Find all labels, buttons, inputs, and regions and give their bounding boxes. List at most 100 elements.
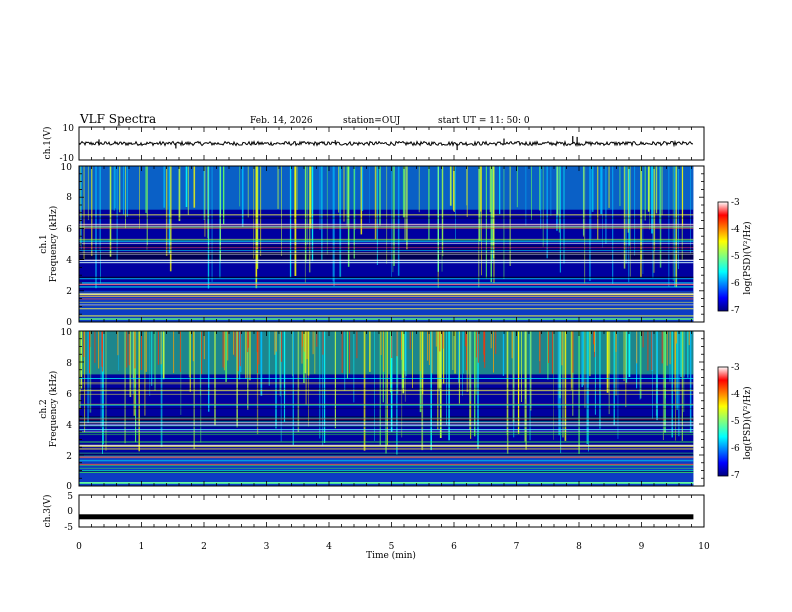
spec1-sferic-89 (489, 166, 492, 213)
spec2-sferic-85 (188, 331, 191, 378)
ch3-ytick-top: 5 (67, 492, 73, 502)
spec2-sferic-141 (162, 331, 165, 380)
date-label: Feb. 14, 2026 (250, 116, 313, 126)
spec2-hot-15 (117, 331, 119, 356)
spec1-sferic-36 (531, 166, 532, 220)
spec1-sferic-147 (332, 166, 334, 282)
x-axis-label: Time (min) (366, 550, 416, 561)
spec2-sferic-63 (588, 331, 589, 452)
spec2-sferic-29 (199, 331, 201, 396)
spec2-line-30 (79, 463, 694, 465)
spec2-sferic-40 (438, 331, 441, 390)
spec2-sferic-43 (89, 331, 92, 413)
spec2-sferic-117 (305, 331, 307, 405)
spec2-hot-88 (439, 331, 441, 352)
spec2-hot-41 (301, 331, 303, 364)
spec2-hot-27 (128, 331, 130, 366)
spec2-sferic-72 (151, 331, 153, 386)
spec1-line-14 (79, 247, 694, 248)
spec1-sferic-127 (168, 166, 170, 207)
spec2-sferic-45 (553, 331, 554, 440)
spec1-sferic-142 (281, 166, 282, 256)
spec1-sferic-107 (113, 166, 115, 211)
spec1-line-24 (79, 240, 694, 242)
spec2-sferic-167 (422, 331, 424, 395)
spec1-sferic-52 (187, 166, 189, 215)
spec2-line-6 (79, 389, 694, 392)
spec1-line-19 (79, 301, 694, 303)
spec1-sferic-123 (590, 166, 592, 239)
spec2-sferic-92 (689, 331, 692, 433)
spec2-sferic-155 (439, 331, 442, 438)
spec2-sferic-67 (586, 331, 588, 444)
spec2-sferic-46 (615, 331, 617, 396)
spec1-sferic-3 (539, 166, 541, 211)
spec1-sferic-30 (289, 166, 292, 278)
spec2-line-39 (79, 441, 694, 443)
spec2-hot-10 (306, 331, 308, 360)
spec2-line-8 (79, 448, 694, 450)
axis-tick-marks (78, 127, 705, 527)
spec1-sferic-136 (629, 166, 631, 277)
ch2-spectrogram-image (79, 331, 694, 486)
ch1-spec-ytick-6: 6 (66, 225, 72, 235)
ch1-spec-ytick-0: 0 (66, 318, 72, 328)
spec2-hot-86 (548, 331, 550, 363)
spec2-sferic-26 (292, 331, 293, 377)
spec1-sferic-13 (659, 166, 661, 224)
ch2-spec-ytick-6: 6 (66, 390, 72, 400)
spec2-line-31 (79, 470, 694, 471)
spec2-sferic-122 (102, 331, 103, 454)
spec1-sferic-125 (185, 166, 188, 207)
spec2-sferic-129 (617, 331, 619, 439)
spec2-sferic-21 (304, 331, 307, 374)
spec1-sferic-32 (98, 166, 100, 251)
spec2-sferic-84 (239, 331, 241, 380)
spec2-line-16 (79, 429, 694, 430)
spec2-line-1 (79, 425, 694, 427)
spec1-sferic-156 (360, 166, 363, 235)
spec2-sferic-71 (402, 331, 403, 390)
spec1-sferic-113 (499, 166, 501, 215)
spec2-sferic-136 (560, 331, 562, 454)
spec2-hot-82 (173, 331, 175, 374)
spec2-hot-74 (160, 331, 162, 365)
spec1-sferic-139 (678, 166, 679, 269)
spec1-sferic-26 (619, 166, 621, 207)
spec2-line-38 (79, 446, 694, 448)
spec1-sferic-83 (634, 166, 636, 256)
ch1-ytick-bottom: -10 (60, 154, 75, 164)
spec2-sferic-153 (640, 331, 642, 399)
spec2-hot-78 (401, 331, 402, 360)
spec1-line-8 (79, 254, 694, 255)
spec2-sferic-118 (397, 331, 399, 394)
spec1-sferic-143 (326, 166, 328, 255)
spec2-sferic-42 (606, 331, 609, 393)
spec1-sferic-45 (653, 166, 655, 273)
spec1-sferic-20 (516, 166, 518, 208)
spec1-sferic-72 (449, 166, 452, 206)
spec2-line-10 (79, 403, 694, 405)
spec1-sferic-12 (304, 166, 307, 262)
spec2-hot-3 (465, 331, 467, 347)
spec1-sferic-43 (311, 166, 314, 262)
spec2-line-29 (79, 418, 694, 420)
spec2-line-13 (79, 424, 694, 426)
spec2-hot-50 (258, 331, 260, 365)
spec2-hot-21 (234, 331, 236, 357)
spec2-sferic-150 (502, 331, 505, 376)
spec2-hot-71 (94, 331, 96, 363)
spec2-sferic-120 (589, 331, 591, 377)
spec2-sferic-41 (346, 331, 348, 379)
xtick-2: 2 (201, 542, 207, 552)
spec1-sferic-65 (655, 166, 658, 214)
spec1-sferic-137 (652, 166, 654, 278)
spec2-line-35 (79, 467, 694, 469)
spec2-sferic-77 (681, 331, 683, 441)
spec1-sferic-33 (369, 166, 370, 224)
spec2-sferic-157 (452, 331, 454, 370)
spec2-hot-20 (349, 331, 351, 374)
spec2-sferic-111 (625, 331, 628, 383)
spec2-hot-77 (483, 331, 485, 355)
spec1-sferic-84 (605, 166, 607, 244)
